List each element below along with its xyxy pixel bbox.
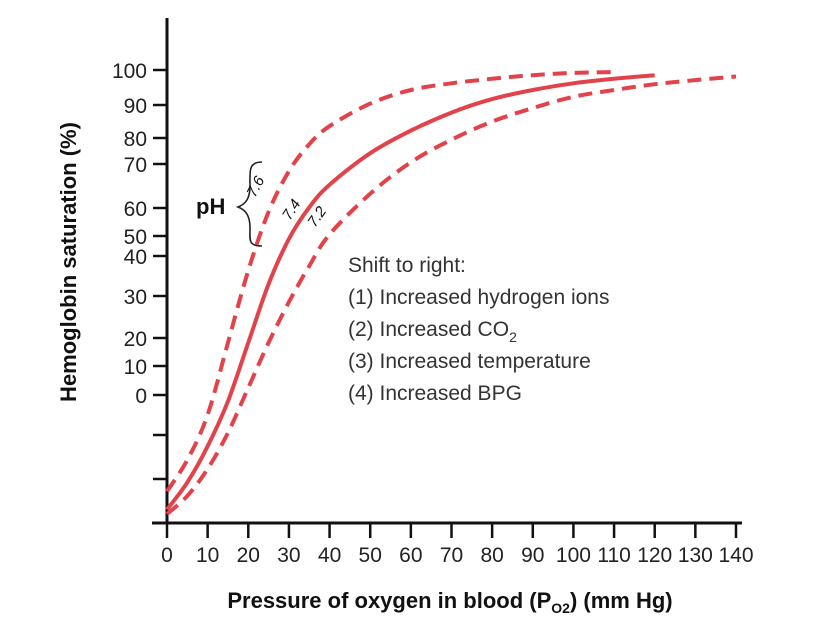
annotation-line-1: (1) Increased hydrogen ions — [348, 286, 610, 309]
x-axis-title-tail: ) (mm Hg) — [570, 588, 673, 613]
axes — [152, 18, 742, 525]
curve-ph-7-4 — [165, 73, 655, 511]
x-tick-label-40: 40 — [318, 544, 341, 567]
ph-label: pH — [196, 194, 225, 219]
x-axis-title-subscript: O2 — [551, 600, 570, 616]
curve-label-ph-7-6: 7.6 — [244, 173, 269, 200]
annotation-line-2: (2) Increased CO2 — [348, 318, 517, 345]
x-tick-label-130: 130 — [678, 544, 713, 567]
x-tick-label-0: 0 — [161, 544, 173, 567]
x-tick-label-50: 50 — [359, 544, 382, 567]
x-axis-ticks: 0 10 20 30 40 50 60 70 80 90 100 110 120 130 140 — [161, 523, 754, 567]
annotation-line-4: (4) Increased BPG — [348, 382, 522, 405]
x-axis-title-main: Pressure of oxygen in blood (P — [227, 588, 551, 613]
x-tick-label-10: 10 — [196, 544, 219, 567]
y-tick-label-40: 40 — [124, 246, 147, 269]
y-tick-label-20: 20 — [124, 328, 147, 351]
x-tick-label-30: 30 — [277, 544, 300, 567]
x-tick-label-20: 20 — [237, 544, 260, 567]
curve-labels: 7.67.4 7.2 — [244, 173, 331, 230]
y-tick-label-30: 30 — [124, 286, 147, 309]
y-tick-label-50: 50 — [124, 226, 147, 249]
curves — [165, 70, 737, 516]
y-tick-label-10: 10 — [124, 356, 147, 379]
curve-ph-7-6 — [165, 70, 615, 493]
curve-ph-7-2 — [165, 74, 737, 516]
annotation-heading: Shift to right: — [348, 254, 466, 277]
x-tick-label-90: 90 — [521, 544, 544, 567]
y-tick-label-100: 100 — [112, 60, 147, 83]
ph-bracket: pH — [196, 161, 263, 247]
x-tick-label-70: 70 — [440, 544, 463, 567]
annotation-line-3: (3) Increased temperature — [348, 350, 591, 373]
y-tick-label-90: 90 — [124, 95, 147, 118]
x-tick-label-100: 100 — [556, 544, 591, 567]
x-axis-title: Pressure of oxygen in blood (PO2) (mm Hg… — [227, 588, 672, 616]
shift-annotation: Shift to right: (1) Increased hydrogen i… — [348, 254, 610, 405]
y-tick-label-60: 60 — [124, 198, 147, 221]
y-tick-label-70: 70 — [124, 154, 147, 177]
x-tick-label-60: 60 — [399, 544, 422, 567]
y-tick-label-80: 80 — [124, 128, 147, 151]
x-tick-label-120: 120 — [637, 544, 672, 567]
x-tick-label-140: 140 — [718, 544, 753, 567]
x-tick-label-80: 80 — [480, 544, 503, 567]
x-tick-label-110: 110 — [597, 544, 630, 567]
ph-brace — [235, 161, 263, 247]
y-axis-title: Hemoglobin saturation (%) — [56, 122, 81, 402]
y-tick-label-0: 0 — [135, 385, 147, 408]
